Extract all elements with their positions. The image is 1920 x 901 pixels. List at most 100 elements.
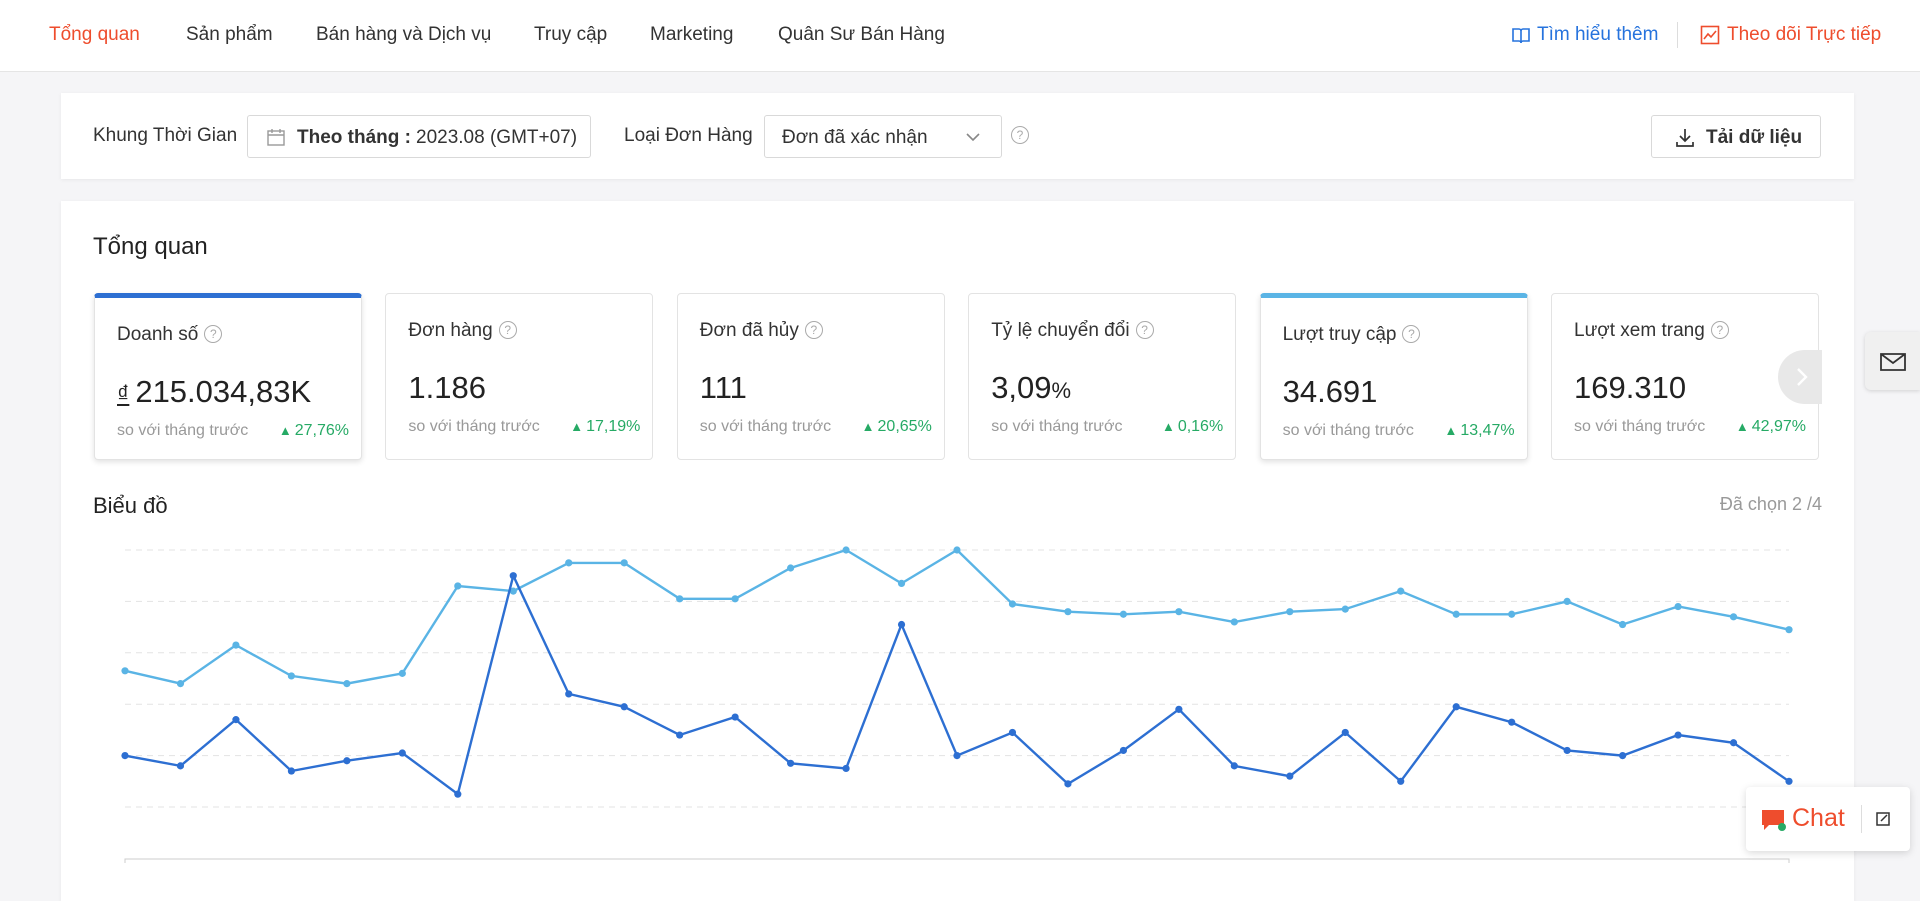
chart-icon [1700,25,1720,45]
metric-card[interactable]: Lượt truy cập? 34.691 so với tháng trước ▲ 1… [1259,293,1528,460]
card-label-text: Lượt truy cập [1282,324,1397,345]
card-value-text: 34.691 [1282,374,1378,409]
metric-card[interactable]: Đơn đã hủy? 111 so với tháng trước ▲ 20,65% [676,293,945,460]
card-value: 1.186 [408,370,486,406]
point [1341,605,1349,613]
card-label: Lượt truy cập? [1283,324,1421,346]
point [1508,718,1516,726]
point [1119,610,1127,618]
card-change-text: 17,19% [586,418,641,435]
chart-selection: Đã chọn 2 /4 [1719,494,1822,514]
help-icon[interactable]: ? [1402,325,1421,343]
point [1785,626,1793,634]
point [787,564,795,572]
point [731,713,739,721]
point [509,572,517,580]
point [897,579,906,588]
point [1286,608,1294,616]
nav-item[interactable]: Marketing [650,24,734,45]
order-type-select[interactable]: Đơn đã xác nhận [764,115,1002,158]
card-compare: so với tháng trước [1574,418,1706,435]
point [953,752,961,760]
point [842,546,850,554]
card-compare: so với tháng trước [117,422,249,439]
line-series [124,548,1790,685]
nav-item[interactable]: Tổng quan [49,24,140,45]
help-icon[interactable]: ? [498,321,517,339]
help-icon[interactable]: ? [804,321,823,339]
order-type-label: Loại Đơn Hàng [624,125,753,146]
chevron [966,133,980,142]
side-message-button[interactable] [1865,332,1920,390]
metric-card[interactable]: Lượt xem trang? 169.310 so với tháng trước… [1551,293,1819,460]
point [1729,613,1738,621]
up-arrow: ▲ [278,423,292,438]
card-value: 34.691 [1283,374,1378,410]
card-value: ₫ 215.034,83K [117,374,311,410]
point [232,641,240,649]
card-label: Lượt xem trang? [1574,320,1729,342]
help-icon[interactable]: ? [1135,321,1154,339]
nav-item[interactable]: Bán hàng và Dịch vụ [316,24,492,45]
download-button[interactable]: Tải dữ liệu [1651,115,1821,158]
point [1452,610,1460,618]
card-label-text: Doanh số [117,324,199,345]
point [731,595,739,603]
card-change-text: 20,65% [877,418,932,435]
period-picker[interactable]: Theo tháng : 2023.08 (GMT+07) [247,115,591,158]
point [509,587,517,595]
point [1674,602,1682,611]
nav-item[interactable]: Truy cập [534,24,608,45]
point [676,731,684,739]
up-arrow: ▲ [861,419,875,434]
filter-bar: Khung Thời Gian Theo tháng : 2023.08 (GM… [61,93,1854,179]
card-compare: so với tháng trước [991,418,1123,435]
card-unit: % [1051,378,1072,403]
card-value-text: 169.310 [1574,370,1687,405]
point [121,667,129,675]
up-arrow: ▲ [1735,419,1749,434]
up-arrow: ▲ [570,419,584,434]
point [1064,608,1072,616]
chat-label: Chat [1792,804,1845,832]
card-label-text: Tỷ lệ chuyển đổi [991,320,1130,341]
help-icon[interactable]: ? [204,325,223,343]
point [398,749,406,757]
nav-item[interactable]: Quân Sư Bán Hàng [778,24,945,45]
chart-title: Biểu đồ [93,493,168,518]
point [1674,731,1682,739]
point [1341,728,1349,737]
top-nav: Tổng quan Sản phẩm Bán hàng và Dịch vụ T… [0,0,1920,72]
calendar-icon [267,129,285,146]
point [1452,703,1460,711]
currency: ₫ [117,381,130,408]
point [897,620,906,629]
point [1064,780,1072,788]
metric-card[interactable]: Tỷ lệ chuyển đổi? 3,09% so với tháng trước… [968,293,1237,460]
nav-item[interactable]: Sản phẩm [186,24,273,45]
live-tracking[interactable]: Theo dõi Trực tiếp [1727,24,1882,45]
point [953,546,961,554]
card-label: Doanh số? [117,324,223,346]
chat-widget[interactable]: Chat [1746,787,1910,851]
learn-more[interactable]: Tìm hiểu thêm [1537,24,1659,45]
point [1563,746,1571,755]
card-label-text: Đơn hàng [408,320,493,341]
card-value: 169.310 [1574,370,1686,406]
card-label: Tỷ lệ chuyển đổi? [991,320,1154,342]
metric-card[interactable]: Đơn hàng? 1.186 so với tháng trước ▲ 17,19% [385,293,654,460]
separator [1861,805,1862,833]
overview-title: Tổng quan [93,233,208,260]
card-value-text: 1.186 [408,370,486,405]
point [343,680,351,688]
help-icon[interactable]: ? [1710,321,1729,339]
point [620,559,628,567]
point [398,669,406,677]
next-arrow[interactable] [1778,350,1822,404]
help-icon[interactable]: ? [1011,126,1029,144]
card-value: 3,09% [991,370,1071,406]
point [176,680,185,688]
metric-card[interactable]: Doanh số? ₫ 215.034,83K so với tháng trước ▲… [94,293,362,460]
point [454,582,462,590]
expand-icon [1876,812,1890,826]
